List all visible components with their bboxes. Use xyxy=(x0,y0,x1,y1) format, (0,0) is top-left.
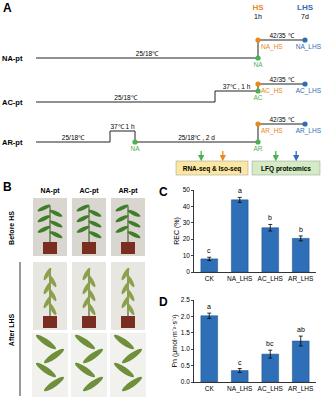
svg-text:HS: HS xyxy=(252,3,264,12)
svg-text:REC (%): REC (%) xyxy=(173,217,181,245)
svg-text:42/35 ℃: 42/35 ℃ xyxy=(269,76,294,83)
svg-text:NA-pt: NA-pt xyxy=(40,187,60,195)
svg-text:42/35 ℃: 42/35 ℃ xyxy=(269,116,294,123)
svg-text:C: C xyxy=(159,185,168,199)
svg-text:AR_LHS: AR_LHS xyxy=(288,385,314,393)
svg-text:CK: CK xyxy=(205,275,215,282)
svg-text:Pn (μmol·m⁻²·s⁻¹): Pn (μmol·m⁻²·s⁻¹) xyxy=(171,314,179,367)
svg-text:c: c xyxy=(207,247,211,254)
svg-text:40: 40 xyxy=(183,203,191,210)
svg-text:AR-pt: AR-pt xyxy=(2,138,23,147)
svg-text:1h: 1h xyxy=(254,13,262,20)
svg-text:2.5: 2.5 xyxy=(181,296,190,303)
svg-text:25/18℃: 25/18℃ xyxy=(62,134,85,141)
svg-text:LFQ proteomics: LFQ proteomics xyxy=(261,165,311,173)
svg-text:AC-pt: AC-pt xyxy=(2,98,23,107)
svg-text:LHS: LHS xyxy=(297,3,314,12)
svg-text:ab: ab xyxy=(297,326,305,333)
svg-text:AR_LHS: AR_LHS xyxy=(296,127,322,135)
svg-text:a: a xyxy=(207,303,211,310)
svg-text:CK: CK xyxy=(205,385,215,392)
svg-text:NA_LHS: NA_LHS xyxy=(227,385,253,393)
svg-text:b: b xyxy=(299,226,303,233)
svg-text:25/18℃: 25/18℃ xyxy=(136,50,159,57)
svg-text:30: 30 xyxy=(183,219,191,226)
svg-text:NA_HS: NA_HS xyxy=(261,43,283,51)
svg-text:AR-pt: AR-pt xyxy=(118,187,138,195)
svg-text:20: 20 xyxy=(183,235,191,242)
svg-text:b: b xyxy=(268,214,272,221)
svg-text:D: D xyxy=(159,295,168,309)
svg-text:B: B xyxy=(3,180,12,194)
svg-text:c: c xyxy=(238,359,242,366)
svg-text:7d: 7d xyxy=(301,13,309,20)
svg-text:AC-pt: AC-pt xyxy=(79,187,99,195)
svg-text:0: 0 xyxy=(186,268,190,275)
svg-text:42/35 ℃: 42/35 ℃ xyxy=(269,32,294,39)
svg-text:25/18℃: 25/18℃ xyxy=(114,94,137,101)
svg-text:bc: bc xyxy=(266,340,274,347)
svg-text:Before HS: Before HS xyxy=(8,211,15,245)
svg-text:After LHS: After LHS xyxy=(8,314,15,347)
svg-text:50: 50 xyxy=(183,186,191,193)
svg-text:NA: NA xyxy=(130,145,140,152)
svg-text:AR_HS: AR_HS xyxy=(261,127,283,135)
svg-text:25/18℃ , 2 d: 25/18℃ , 2 d xyxy=(178,134,215,141)
svg-text:a: a xyxy=(238,187,242,194)
svg-text:0.5: 0.5 xyxy=(181,362,190,369)
svg-text:NA-pt: NA-pt xyxy=(2,54,23,63)
svg-text:AR_LHS: AR_LHS xyxy=(288,275,314,283)
svg-text:NA_LHS: NA_LHS xyxy=(296,43,322,51)
svg-text:RNA-seq & Iso-seq: RNA-seq & Iso-seq xyxy=(183,165,242,173)
svg-text:AC: AC xyxy=(253,94,262,101)
svg-text:AC_LHS: AC_LHS xyxy=(258,385,284,393)
svg-text:AC_HS: AC_HS xyxy=(261,87,283,95)
svg-text:A: A xyxy=(3,1,12,15)
svg-text:1.0: 1.0 xyxy=(181,345,190,352)
svg-text:AR: AR xyxy=(253,145,262,152)
svg-text:AC_LHS: AC_LHS xyxy=(296,87,322,95)
svg-text:NA_LHS: NA_LHS xyxy=(227,275,253,283)
svg-text:1.5: 1.5 xyxy=(181,329,190,336)
svg-text:2.0: 2.0 xyxy=(181,313,190,320)
svg-text:37℃ , 1 h: 37℃ , 1 h xyxy=(223,83,251,90)
svg-text:0.0: 0.0 xyxy=(181,378,190,385)
svg-text:AC_LHS: AC_LHS xyxy=(258,275,284,283)
svg-text:37℃ 1 h: 37℃ 1 h xyxy=(110,123,134,130)
svg-text:10: 10 xyxy=(183,252,191,259)
svg-text:NA: NA xyxy=(253,61,263,68)
